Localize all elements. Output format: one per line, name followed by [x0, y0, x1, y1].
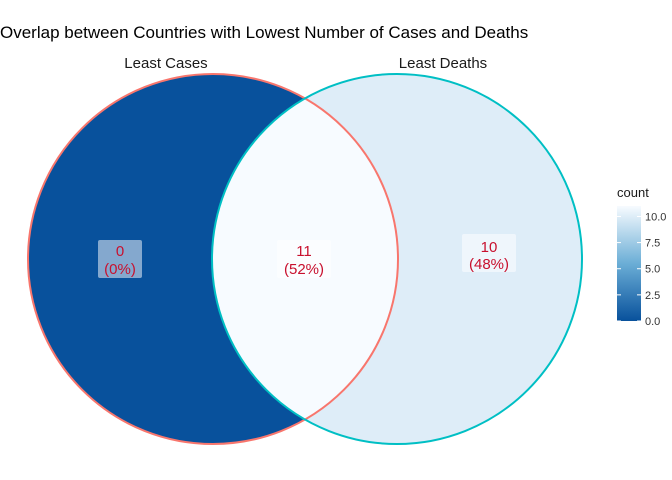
legend: count 0.0 2.5 5.0 7.5 10.0	[617, 185, 666, 328]
region-label-only-deaths: 10 (48%)	[462, 234, 516, 273]
label-box	[277, 240, 331, 278]
legend-tick-label: 10.0	[645, 211, 666, 223]
set-outline-least-deaths	[211, 73, 583, 445]
legend-ticks: 0.0 2.5 5.0 7.5 10.0	[617, 211, 666, 328]
region-label-both: 11 (52%)	[277, 240, 331, 278]
count-text: 0	[116, 243, 124, 260]
legend-tick-label: 5.0	[645, 264, 660, 276]
percent-text: (52%)	[284, 261, 324, 278]
set-label-least-cases: Least Cases	[124, 55, 207, 72]
legend-title: count	[617, 185, 649, 200]
percent-text: (48%)	[469, 256, 509, 273]
set-label-least-deaths: Least Deaths	[399, 55, 487, 72]
count-text: 10	[481, 239, 498, 256]
label-box	[462, 234, 516, 272]
count-text: 11	[296, 243, 312, 260]
legend-tick-label: 2.5	[645, 290, 660, 302]
legend-tick-label: 0.0	[645, 316, 660, 328]
chart-title: Overlap between Countries with Lowest Nu…	[0, 23, 528, 42]
percent-text: (0%)	[104, 261, 136, 278]
legend-colorbar	[617, 206, 641, 321]
set-outline-least-cases	[27, 73, 399, 445]
region-label-only-cases: 0 (0%)	[98, 240, 142, 278]
label-box	[98, 240, 142, 278]
legend-tick-label: 7.5	[645, 238, 660, 250]
